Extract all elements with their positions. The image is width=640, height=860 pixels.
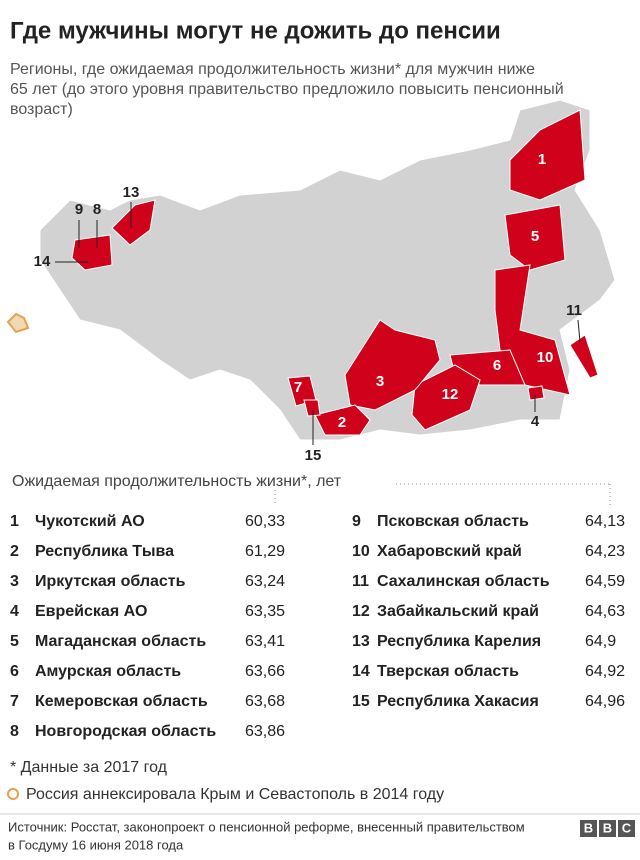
region-label: 5 <box>531 228 539 245</box>
region-name: Псковская область <box>377 513 529 530</box>
rank: 8 <box>10 723 19 740</box>
region <box>509 109 586 201</box>
region-name: Магаданская область <box>35 633 206 650</box>
subtitle: 65 лет (до этого уровня правительство пр… <box>10 81 564 98</box>
logo: B B C <box>580 820 635 837</box>
life-expectancy: 63,41 <box>245 633 285 650</box>
note: Россия аннексировала Крым и Севастополь … <box>26 786 444 803</box>
region-label: 8 <box>93 201 101 218</box>
region-name: Республика Карелия <box>377 633 541 650</box>
region-name: Республика Хакасия <box>377 693 539 710</box>
life-expectancy: 60,33 <box>245 513 285 530</box>
life-expectancy: 63,86 <box>245 723 285 740</box>
life-expectancy: 64,13 <box>585 513 625 530</box>
region-label: 9 <box>75 201 83 218</box>
map: 1 2 3 4 5 6 7 8 9 10 11 12 13 14 15 <box>6 99 616 464</box>
region <box>71 234 113 271</box>
region-label: 11 <box>566 302 582 319</box>
crimea-marker <box>7 788 19 800</box>
region <box>569 334 599 379</box>
region-name: Чукотский АО <box>35 513 145 530</box>
rank: 7 <box>10 693 19 710</box>
region <box>504 204 566 271</box>
table: 1 Чукотский АО 60,33 2 Республика Тыва 61,29 3… <box>10 513 625 740</box>
logo-box <box>618 820 635 837</box>
table-heading: Ожидаемая продолжительность жизни*, лет <box>12 473 342 490</box>
region <box>314 404 371 436</box>
rank: 2 <box>10 543 19 560</box>
region-name: Сахалинская область <box>377 573 550 590</box>
rank: 13 <box>352 633 370 650</box>
life-expectancy: 64,23 <box>585 543 625 560</box>
crimea <box>6 312 30 334</box>
rank: 6 <box>10 663 19 680</box>
region-name: Новгородская область <box>35 723 216 740</box>
title: Где мужчины могут не дожить до пенсии <box>10 17 501 44</box>
life-expectancy: 64,96 <box>585 693 625 710</box>
region-label: 1 <box>538 151 546 168</box>
life-expectancy: 63,66 <box>245 663 285 680</box>
region-name: Хабаровский край <box>377 543 522 560</box>
region-label: 13 <box>123 184 140 201</box>
rank: 15 <box>352 693 370 710</box>
region-label: 7 <box>294 379 302 396</box>
rank: 11 <box>352 573 369 590</box>
logo-letter: C <box>622 820 632 835</box>
source: Источник: Росстат, законопроект о пенсио… <box>8 819 525 834</box>
rank: 5 <box>10 633 19 650</box>
region-label: 4 <box>531 413 540 430</box>
region-label: 2 <box>338 414 346 431</box>
logo-letter: B <box>584 820 593 835</box>
life-expectancy: 64,63 <box>585 603 625 620</box>
life-expectancy: 64,9 <box>585 633 616 650</box>
logo-box <box>599 820 616 837</box>
rank: 9 <box>352 513 361 530</box>
note: * Данные за 2017 год <box>10 759 168 776</box>
subtitle: возраст) <box>10 101 73 118</box>
life-expectancy: 64,59 <box>585 573 625 590</box>
region-label: 3 <box>376 373 384 390</box>
region-name: Иркутская область <box>35 573 186 590</box>
region-label: 15 <box>305 447 322 464</box>
region <box>527 385 545 401</box>
region-label: 10 <box>537 349 554 366</box>
rank: 4 <box>10 603 19 620</box>
region <box>411 364 481 431</box>
rank: 1 <box>10 513 19 530</box>
subtitle: Регионы, где ожидаемая продолжительность… <box>10 61 535 78</box>
region-name: Кемеровская область <box>35 693 208 710</box>
rank: 12 <box>352 603 370 620</box>
rank: 3 <box>10 573 19 590</box>
leader <box>577 319 581 343</box>
region-name: Амурская область <box>35 663 181 680</box>
region-name: Республика Тыва <box>35 543 174 560</box>
rank: 10 <box>352 543 370 560</box>
life-expectancy: 63,24 <box>245 573 285 590</box>
rank: 14 <box>352 663 370 680</box>
life-expectancy: 61,29 <box>245 543 285 560</box>
region-name: Забайкальский край <box>377 603 539 620</box>
region-name: Еврейская АО <box>35 603 147 620</box>
logo-letter: B <box>603 820 612 835</box>
region-label: 12 <box>442 386 459 403</box>
region-label: 14 <box>34 253 51 270</box>
life-expectancy: 63,35 <box>245 603 285 620</box>
region <box>303 399 321 417</box>
source: в Госдуму 16 июня 2018 года <box>8 837 184 852</box>
life-expectancy: 63,68 <box>245 693 285 710</box>
life-expectancy: 64,92 <box>585 663 625 680</box>
region <box>344 319 441 411</box>
region-name: Тверская область <box>377 663 519 680</box>
region-label: 6 <box>493 357 501 374</box>
logo-box <box>580 820 597 837</box>
